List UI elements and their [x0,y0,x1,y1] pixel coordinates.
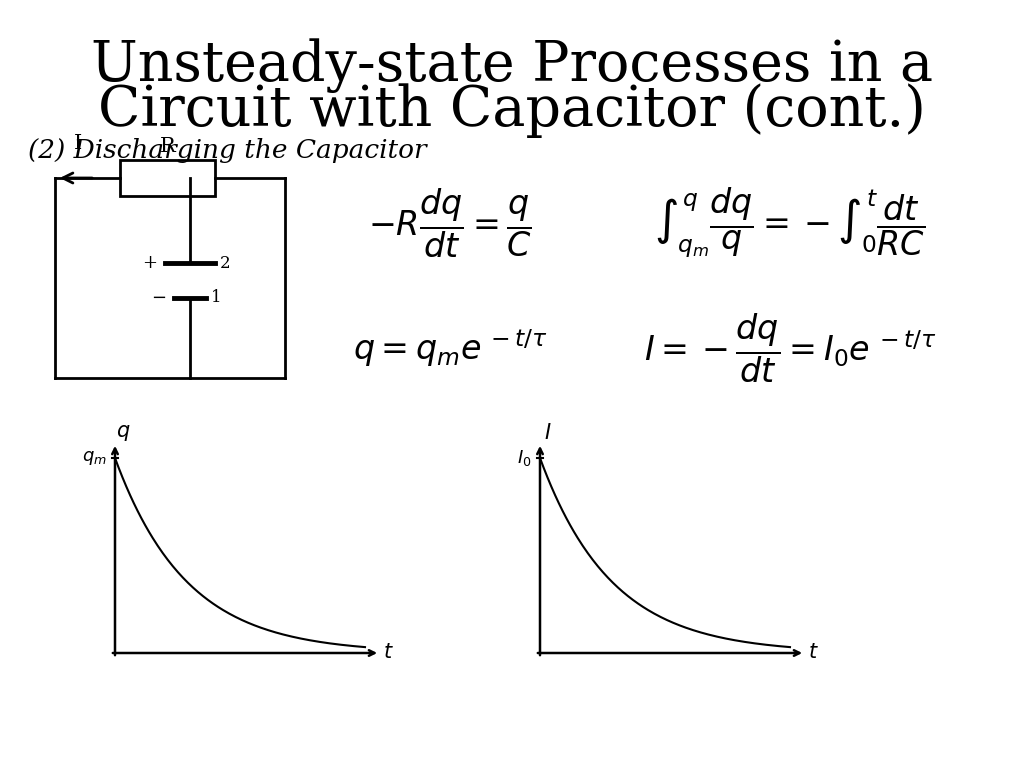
Text: $I$: $I$ [544,423,552,443]
Text: Unsteady-state Processes in a: Unsteady-state Processes in a [91,38,933,93]
Text: 2: 2 [220,254,230,272]
Bar [120,160,215,196]
Text: $t$: $t$ [808,644,819,663]
Text: $q = q_m e^{\,-t/\tau}$: $q = q_m e^{\,-t/\tau}$ [352,327,548,369]
Text: −: − [151,289,166,307]
Text: 1: 1 [211,290,221,306]
Text: (2) Discharging the Capacitor: (2) Discharging the Capacitor [28,138,427,163]
Text: R: R [160,137,175,156]
Text: +: + [142,254,157,272]
Text: I: I [74,134,82,153]
Text: $t$: $t$ [383,644,394,663]
Text: $I_0$: $I_0$ [517,448,532,468]
Text: $\int_{q_m}^{q}\dfrac{dq}{q} = -\int_{0}^{t}\dfrac{dt}{RC}$: $\int_{q_m}^{q}\dfrac{dq}{q} = -\int_{0}… [654,186,926,260]
Text: $q$: $q$ [116,423,130,443]
Text: Circuit with Capacitor (cont.): Circuit with Capacitor (cont.) [98,83,926,137]
Text: $-R\dfrac{dq}{dt} = \dfrac{q}{C}$: $-R\dfrac{dq}{dt} = \dfrac{q}{C}$ [368,187,532,260]
Text: $q_m$: $q_m$ [82,449,106,467]
Text: $I = -\dfrac{dq}{dt} = I_0 e^{\,-t/\tau}$: $I = -\dfrac{dq}{dt} = I_0 e^{\,-t/\tau}… [644,311,936,385]
